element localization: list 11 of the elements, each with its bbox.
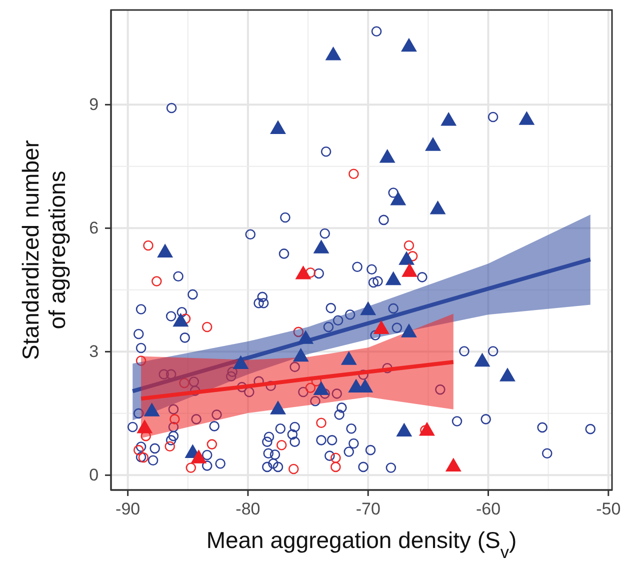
x-tick-label: -60 — [476, 499, 501, 518]
x-tick-label: -50 — [596, 499, 621, 518]
y-tick-label: 3 — [89, 342, 99, 362]
y-tick-label: 9 — [89, 95, 99, 114]
y-tick-label: 6 — [89, 218, 99, 238]
x-axis-title: Mean aggregation density (S$_{v}$) — [206, 527, 517, 562]
x-tick-label: -80 — [236, 499, 260, 518]
x-tick-label: -70 — [356, 499, 380, 518]
x-tick-label: -90 — [116, 499, 140, 518]
y-tick-label: 0 — [89, 466, 99, 485]
y-axis-title: Standardized number of aggregations — [18, 140, 70, 360]
